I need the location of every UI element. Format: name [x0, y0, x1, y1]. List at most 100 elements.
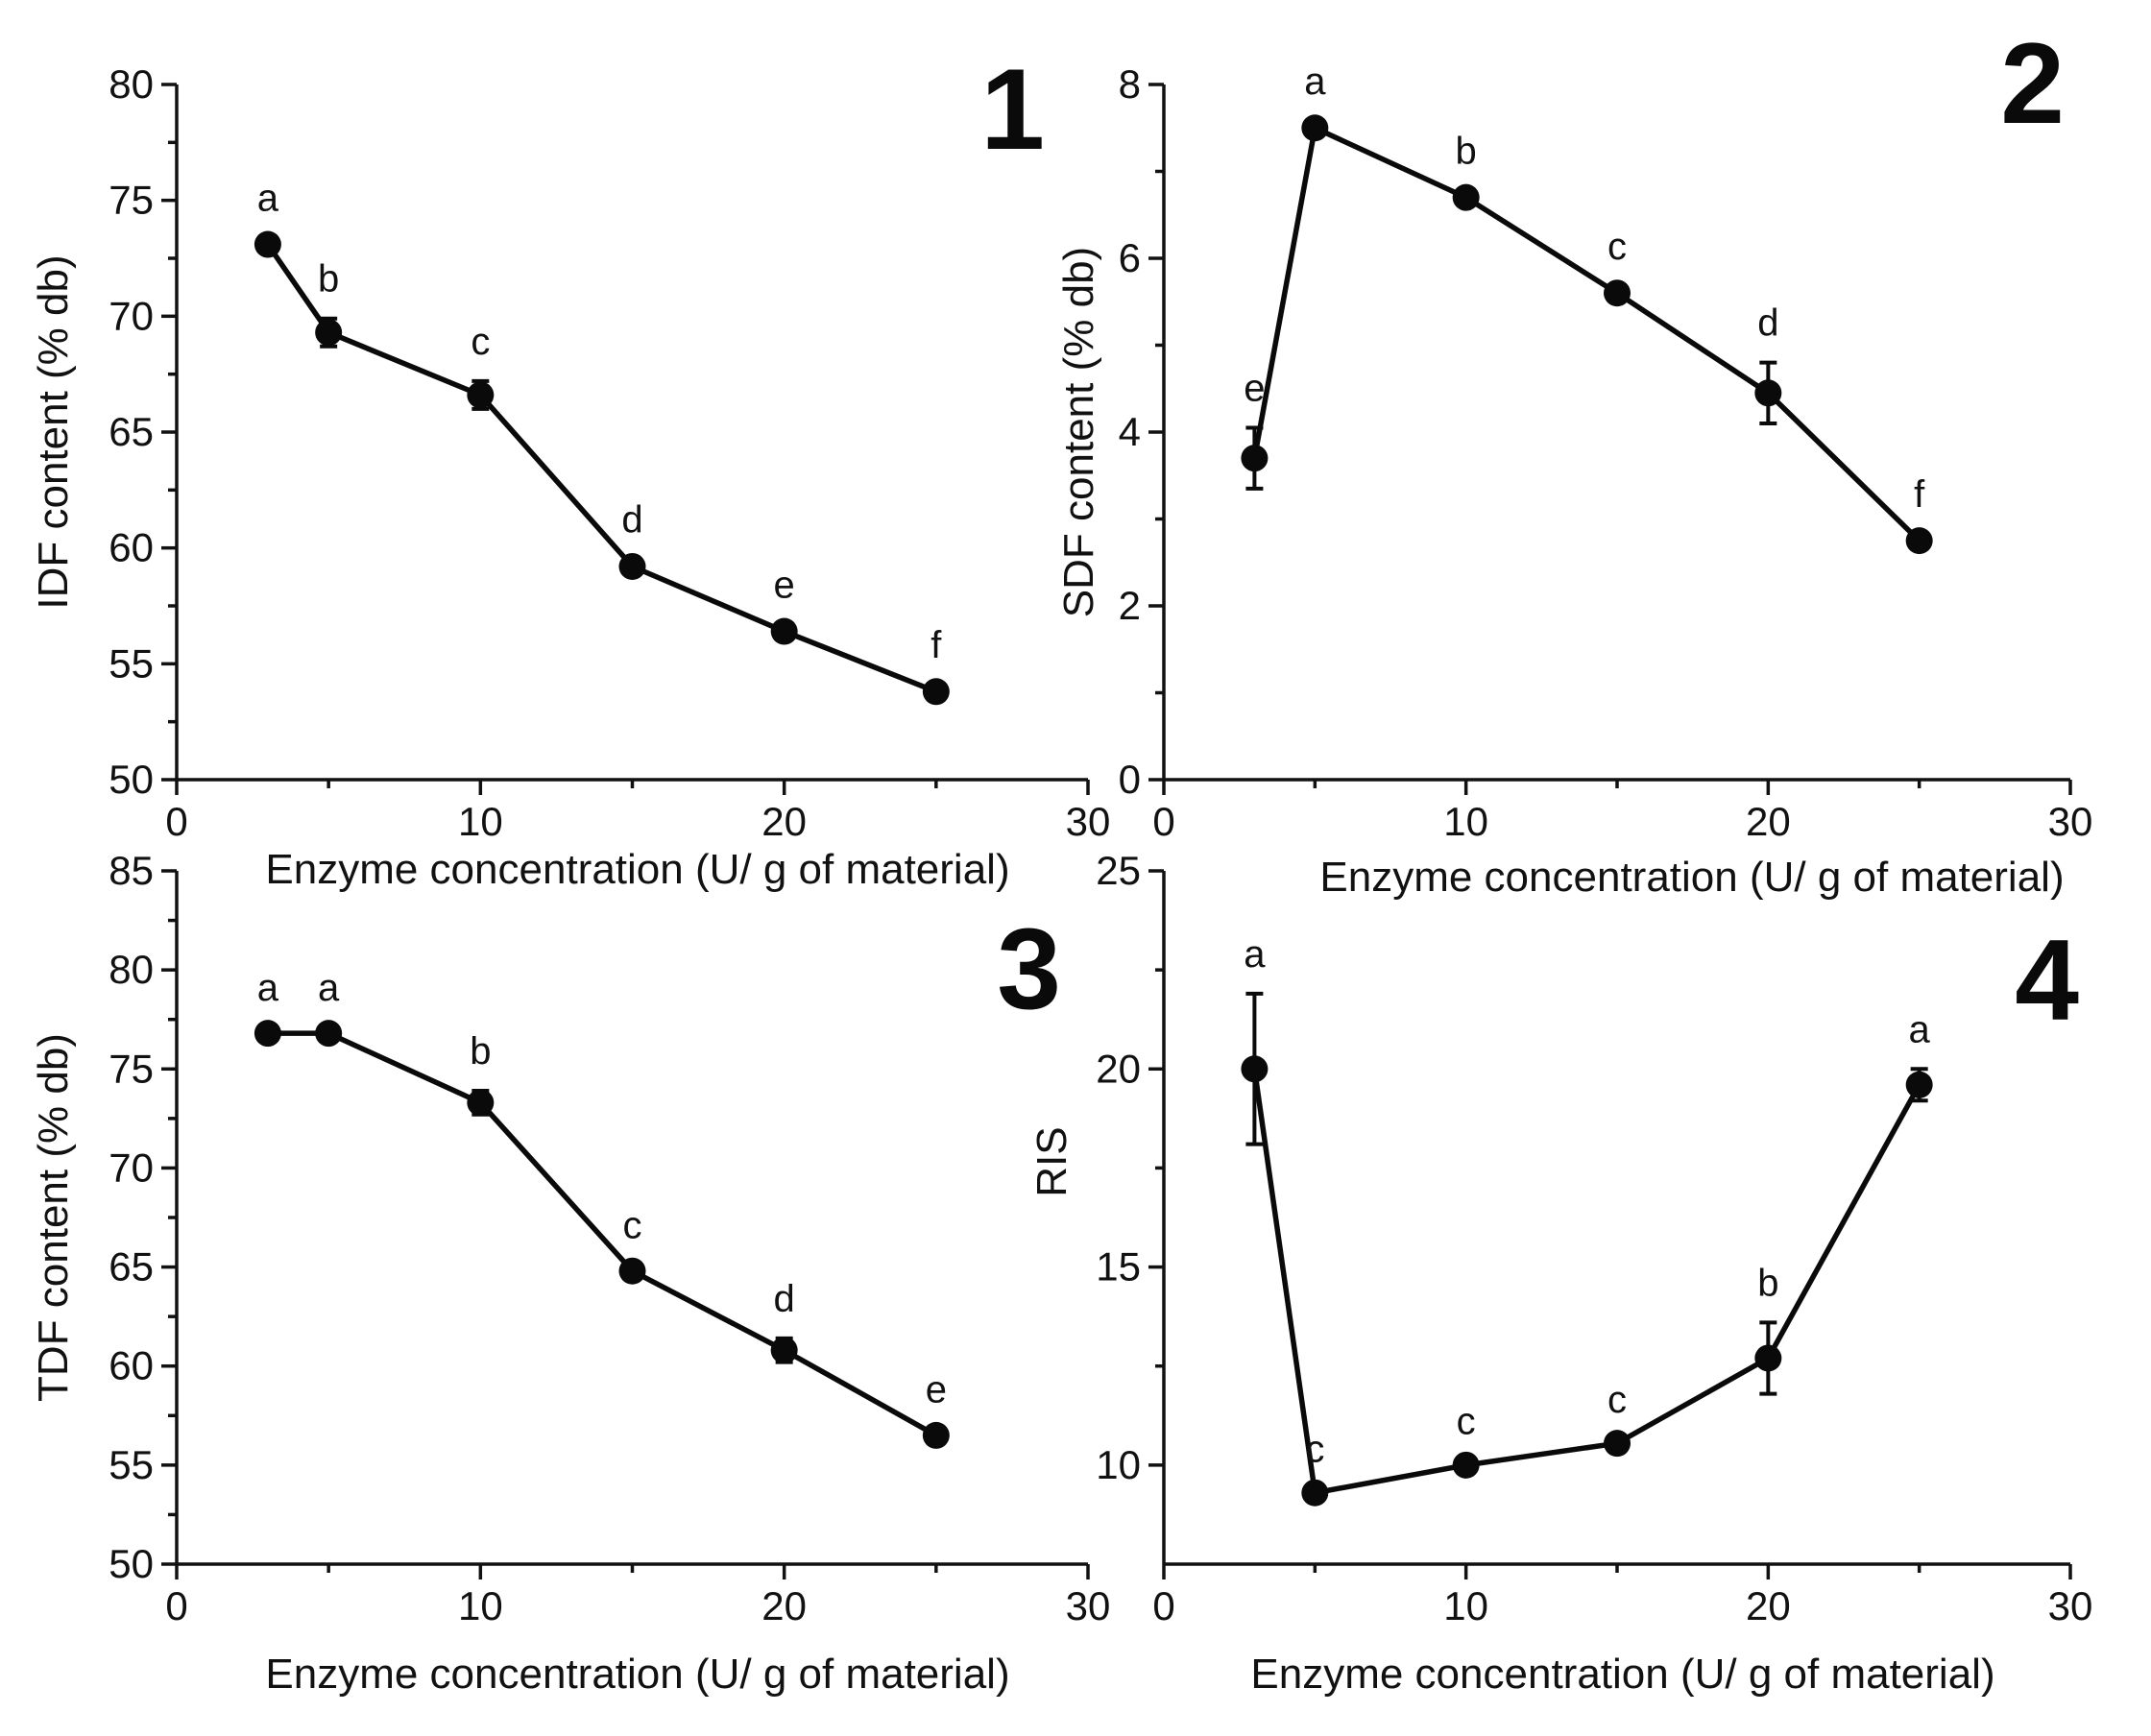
data-point — [618, 1257, 646, 1285]
data-point — [467, 381, 495, 409]
significance-letter: c — [1457, 1401, 1476, 1443]
series-line — [265, 242, 937, 694]
significance-letter: a — [257, 967, 279, 1009]
y-tick-label: 0 — [1119, 757, 1141, 802]
x-tick-label: 0 — [1152, 1583, 1174, 1628]
significance-letter: e — [1244, 367, 1265, 409]
x-tick-label: 0 — [1152, 799, 1174, 844]
data-point — [1604, 1430, 1631, 1458]
x-tick-label: 10 — [458, 1583, 503, 1628]
data-point — [1905, 527, 1933, 555]
x-axis-title: Enzyme concentration (U/ g of material) — [265, 846, 1009, 893]
y-tick-label: 80 — [109, 61, 154, 107]
significance-letter: c — [623, 1205, 642, 1247]
significance-letter: b — [1456, 130, 1477, 172]
x-axis-title: Enzyme concentration (U/ g of material) — [265, 1651, 1009, 1698]
data-point — [1452, 183, 1480, 211]
panel-1: 0 10 20 30 50 55 60 65 70 75 80 Enzyme concentratio… — [30, 45, 1110, 893]
y-tick-label: 50 — [109, 1541, 154, 1586]
data-point — [1905, 1071, 1933, 1098]
significance-letter: a — [257, 177, 279, 219]
y-tick-label: 8 — [1119, 61, 1141, 107]
x-axis-title: Enzyme concentration (U/ g of material) — [1319, 854, 2064, 901]
data-point — [315, 319, 343, 347]
y-tick-label: 70 — [109, 1145, 154, 1190]
y-axis-title: IDF content (% db) — [30, 254, 77, 609]
data-point — [1301, 114, 1329, 142]
y-tick-label: 70 — [109, 293, 154, 338]
y-tick-label: 55 — [109, 640, 154, 686]
y-axis-title: TDF content (% db) — [30, 1033, 77, 1402]
panel-4: 0 10 20 30 10 15 20 25 Enzyme concentration (U/ … — [1028, 848, 2092, 1698]
data-point — [1604, 279, 1631, 307]
significance-letter: e — [774, 564, 795, 606]
data-point — [1452, 1451, 1480, 1479]
significance-letter: a — [1909, 1008, 1931, 1050]
x-tick-label: 20 — [761, 1583, 807, 1628]
significance-letter: a — [318, 967, 340, 1009]
y-tick-label: 65 — [109, 409, 154, 454]
significance-letter: c — [1607, 1379, 1627, 1421]
significance-letter: d — [621, 499, 642, 542]
significance-letter: f — [1914, 473, 1925, 516]
data-point — [618, 552, 646, 580]
y-tick-label: 60 — [109, 1343, 154, 1388]
significance-letter: e — [926, 1369, 947, 1411]
series-line — [267, 1030, 938, 1438]
data-point — [770, 617, 798, 645]
y-tick-label: 50 — [109, 757, 154, 802]
data-point — [1301, 1479, 1329, 1507]
y-tick-label: 60 — [109, 525, 154, 570]
data-point — [467, 1089, 495, 1117]
y-tick-label: 75 — [109, 1046, 154, 1091]
y-axis-title: RIS — [1028, 1126, 1076, 1196]
y-tick-label: 75 — [109, 178, 154, 223]
significance-letter: c — [471, 321, 490, 363]
y-tick-label: 20 — [1096, 1046, 1141, 1091]
significance-letter: b — [318, 258, 339, 301]
y-tick-label: 25 — [1096, 848, 1141, 893]
significance-letter: b — [1757, 1262, 1778, 1304]
data-point — [1754, 1344, 1782, 1372]
data-point — [922, 678, 950, 706]
y-tick-label: 2 — [1119, 583, 1141, 628]
y-axis-title: SDF content (% db) — [1055, 247, 1102, 617]
y-tick-label: 6 — [1119, 235, 1141, 280]
x-tick-label: 0 — [165, 1583, 187, 1628]
x-tick-label: 10 — [458, 799, 503, 844]
panel-number: 3 — [997, 904, 1061, 1033]
y-tick-label: 4 — [1119, 409, 1141, 454]
series-line — [1251, 1068, 1922, 1496]
y-tick-label: 55 — [109, 1442, 154, 1487]
significance-letter: c — [1607, 226, 1627, 268]
data-point — [1241, 1055, 1269, 1083]
data-point — [1241, 445, 1269, 472]
data-point — [254, 1020, 281, 1048]
panel-number: 4 — [2015, 916, 2079, 1045]
significance-letter: a — [1304, 60, 1326, 103]
x-axis-title: Enzyme concentration (U/ g of material) — [1250, 1651, 1994, 1698]
panel-number: 2 — [2000, 19, 2065, 148]
x-tick-label: 20 — [1746, 1583, 1791, 1628]
x-tick-label: 20 — [1746, 799, 1791, 844]
y-tick-label: 10 — [1096, 1442, 1141, 1487]
data-point — [1754, 379, 1782, 407]
x-tick-label: 10 — [1443, 799, 1488, 844]
significance-letter: b — [470, 1030, 491, 1073]
series-line — [1251, 125, 1921, 543]
x-tick-label: 0 — [165, 799, 187, 844]
x-tick-label: 30 — [2048, 1583, 2093, 1628]
significance-letter: a — [1244, 933, 1266, 976]
significance-letter: c — [1305, 1429, 1324, 1471]
x-tick-label: 30 — [1066, 1583, 1111, 1628]
y-tick-label: 85 — [109, 848, 154, 893]
data-point — [922, 1421, 950, 1449]
data-point — [315, 1020, 343, 1048]
x-tick-label: 20 — [761, 799, 807, 844]
data-point — [254, 230, 281, 258]
y-tick-label: 65 — [109, 1244, 154, 1290]
significance-letter: d — [774, 1278, 795, 1320]
data-point — [770, 1337, 798, 1364]
panel-number: 1 — [980, 45, 1045, 174]
